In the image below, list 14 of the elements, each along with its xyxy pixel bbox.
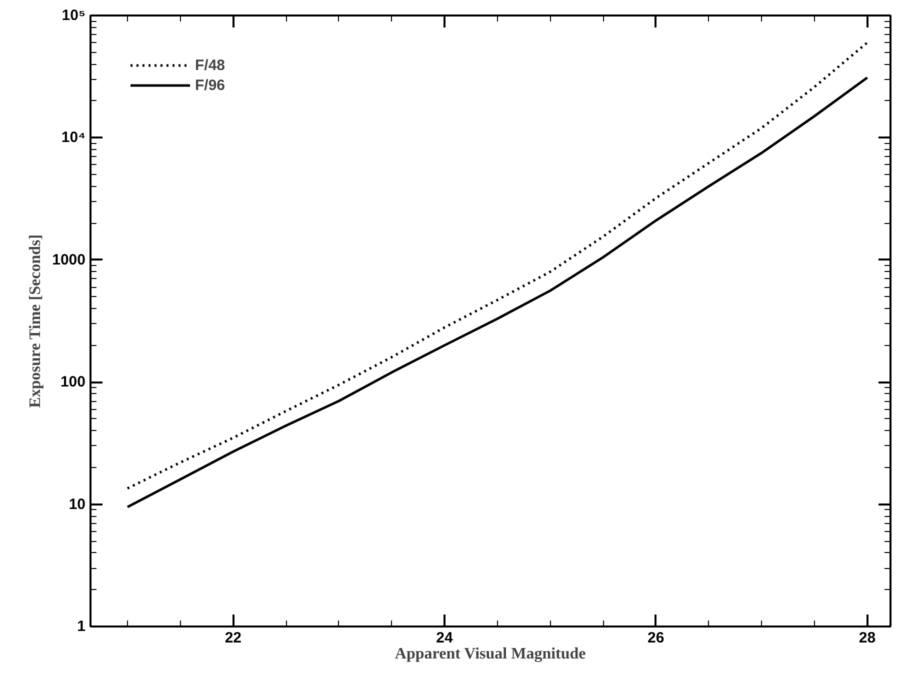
x-tick-label: 22 [224, 630, 242, 646]
x-tick-label: 26 [648, 630, 664, 646]
y-tick-label: 100 [60, 374, 86, 391]
y-tick-label: 1000 [52, 251, 86, 268]
y-tick-label: 10⁵ [62, 7, 86, 24]
y-tick-label: 1 [77, 618, 86, 635]
y-axis-title: Exposure Time [Seconds] [27, 234, 44, 408]
legend-label: F/96 [195, 76, 226, 94]
y-tick-label: 10⁴ [61, 129, 86, 146]
x-axis-title: Apparent Visual Magnitude [394, 646, 586, 662]
x-tick-label: 24 [436, 630, 454, 646]
x-tick-label: 28 [858, 630, 876, 646]
y-tick-label: 10 [68, 496, 86, 513]
legend-label: F/48 [195, 56, 226, 74]
